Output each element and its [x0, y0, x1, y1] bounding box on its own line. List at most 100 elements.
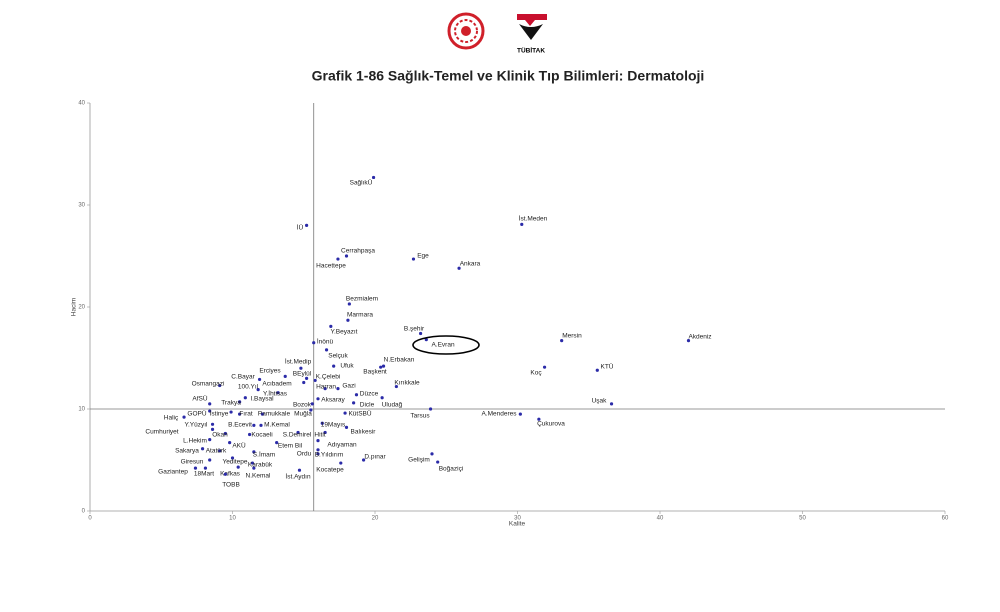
point [203, 466, 208, 470]
point-label: Başkent [363, 369, 387, 376]
point [324, 348, 329, 352]
point-label: Bezmialem [346, 296, 378, 303]
point-label: Trakya [221, 400, 241, 407]
point-label: Kırıkkale [394, 380, 420, 387]
point-label: Gaziantep [158, 469, 188, 476]
point [257, 377, 262, 382]
point [305, 223, 309, 227]
point-label: N.Erbakan [384, 357, 415, 364]
point-label: Tarsus [410, 413, 430, 420]
y-tick-label: 20 [78, 305, 85, 311]
point-label: 18Mart [194, 471, 214, 478]
point [344, 425, 349, 429]
point [250, 461, 255, 465]
point [347, 302, 351, 306]
point [379, 365, 383, 369]
point [230, 456, 235, 460]
point [252, 423, 256, 427]
x-tick-label: 40 [657, 516, 664, 522]
point-label: Giresun [181, 459, 204, 466]
y-tick-label: 30 [78, 203, 85, 209]
point-label: Etem Bil [278, 443, 303, 450]
x-tick-label: 20 [372, 516, 379, 522]
point-label: Ankara [460, 261, 481, 268]
point [344, 254, 349, 258]
point [313, 378, 317, 383]
point [394, 384, 398, 389]
point [305, 376, 309, 380]
point [424, 338, 428, 342]
point-label: Acıbadem [262, 381, 291, 388]
point-label: KTÜ [601, 363, 614, 371]
point [276, 391, 280, 395]
point-label: L.Hekim [183, 438, 207, 445]
point-label: S.İmam [253, 450, 275, 459]
point [609, 402, 614, 406]
point [275, 441, 279, 445]
point [380, 396, 384, 400]
point-label: 100.Yıl [238, 384, 259, 391]
logo-text: TÜBİTAK [517, 46, 545, 55]
point [208, 438, 212, 442]
point-label: Aksaray [321, 397, 345, 404]
point [329, 324, 333, 328]
point-label: Karabük [248, 462, 273, 469]
point-label: K.Çelebi [316, 374, 341, 381]
point [296, 430, 300, 435]
point-label: Cerrahpaşa [341, 248, 375, 255]
point-label: Gelişim [408, 457, 430, 464]
point-label: D.pınar [364, 454, 386, 461]
point-label: Y.Beyazıt [331, 329, 358, 336]
point-label: İstinye [210, 409, 229, 418]
point-label: Boğaziçi [439, 466, 464, 473]
point [228, 441, 232, 445]
point-label: Y.İhtisas [263, 389, 288, 398]
x-tick-label: 60 [942, 516, 949, 522]
point [371, 175, 376, 180]
highlight-ellipse [412, 335, 480, 355]
point [595, 368, 599, 372]
point [411, 257, 416, 261]
point-label: Ordu [297, 451, 312, 458]
point-label: Sakarya [175, 448, 199, 455]
point [323, 430, 327, 435]
point-label: Akdeniz [688, 334, 711, 341]
point [336, 257, 340, 261]
point [200, 447, 205, 451]
point-label: Y.Yüzyıl [184, 422, 208, 429]
point-label: Cumhuriyet [145, 429, 178, 436]
point [208, 402, 212, 406]
point [218, 383, 222, 388]
point [223, 472, 227, 476]
point [316, 439, 320, 443]
point [236, 465, 240, 469]
point-label: Düzce [360, 391, 379, 398]
point-label: Selçuk [328, 353, 348, 360]
point-label: C.Bayar [231, 374, 255, 381]
point-label: A.Menderes [481, 411, 517, 418]
point-label: Erciyes [259, 368, 281, 375]
point [560, 339, 564, 343]
point [381, 364, 386, 368]
y-tick-label: 0 [82, 509, 86, 515]
point [316, 452, 320, 456]
point-label: Atatürk [206, 448, 227, 455]
point [537, 417, 541, 421]
point-label: Harran [316, 384, 336, 391]
point [256, 388, 260, 392]
point [346, 318, 350, 322]
chart-title: Grafik 1-86 Sağlık-Temel ve Klinik Tıp B… [312, 68, 705, 84]
x-tick-label: 30 [514, 516, 521, 522]
point [332, 364, 336, 368]
point-label: İÜ [297, 223, 304, 232]
point [428, 407, 433, 411]
point [243, 396, 247, 400]
point-label: Çukurova [537, 421, 565, 428]
point-label: Gazi [342, 383, 355, 390]
point [316, 448, 320, 452]
point-label: Ege [417, 253, 429, 260]
point-label: Pamukkale [258, 411, 291, 418]
point [260, 412, 265, 416]
point-label: Balıkesir [351, 429, 377, 436]
